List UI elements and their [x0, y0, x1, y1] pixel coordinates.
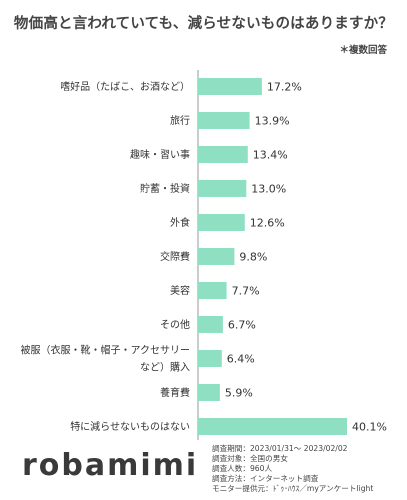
survey-period: 調査期間：2023/01/31～ 2023/02/02 [212, 444, 348, 453]
data-label: 6.7% [228, 319, 256, 332]
bar [198, 418, 347, 435]
bar [198, 316, 223, 333]
data-label: 13.9% [255, 115, 290, 128]
category-label: 養育費 [160, 386, 190, 399]
survey-target: 調査対象：全国の男女 [212, 454, 288, 463]
data-label: 6.4% [227, 353, 255, 366]
survey-count: 調査人数：960人 [212, 464, 273, 473]
category-label: 美容 [170, 284, 190, 297]
survey-provider: モニター提供元：ﾄﾞｩ･ﾊｳｽ／myアンケートlight [212, 484, 374, 493]
bar [198, 214, 245, 231]
bar-chart: 17.2% 嗜好品（たばこ、お酒など） 13.9% 旅行 13.4% 趣味・習い事 13.0… [21, 70, 387, 440]
bar [198, 180, 247, 197]
category-label: 特に減らせないものはない [70, 420, 190, 433]
data-label: 12.6% [250, 217, 285, 230]
data-label: 17.2% [267, 81, 302, 94]
data-label: 9.8% [239, 251, 267, 264]
data-label: 13.0% [251, 183, 286, 196]
bar [198, 112, 250, 129]
data-label: 13.4% [253, 149, 288, 162]
category-label: 嗜好品（たばこ、お酒など） [60, 81, 190, 93]
bar [198, 146, 248, 163]
category-label: 貯蓄・投資 [140, 182, 190, 195]
survey-method: 調査方法：インターネット調査 [212, 474, 319, 483]
bar [198, 248, 235, 265]
survey-info: 調査期間：2023/01/31～ 2023/02/02 調査対象：全国の男女 調… [212, 444, 373, 494]
bar [198, 282, 227, 299]
robamimi-logo: robamimi [22, 448, 199, 483]
multiple-answer-note: ＊複数回答 [339, 45, 387, 56]
data-label: 5.9% [225, 387, 253, 400]
category-label: 旅行 [170, 114, 190, 127]
category-label: など）購入 [140, 361, 190, 374]
bar [198, 384, 220, 401]
bar [198, 78, 262, 95]
category-label: 被服（衣服・靴・帽子・アクセサリー [21, 344, 191, 357]
category-label: 趣味・習い事 [130, 148, 190, 161]
bar [198, 350, 222, 367]
category-label: 外食 [170, 216, 190, 229]
chart-title: 物価高と言われていても、減らせないものはありますか？ [13, 16, 394, 32]
data-label: 7.7% [232, 285, 260, 298]
category-label: 交際費 [160, 250, 190, 263]
data-label: 40.1% [352, 421, 387, 434]
category-label: その他 [160, 318, 190, 331]
